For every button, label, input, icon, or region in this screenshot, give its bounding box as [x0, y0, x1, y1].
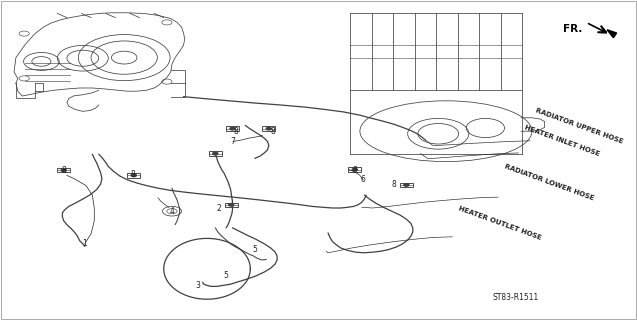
- Text: HEATER OUTLET HOSE: HEATER OUTLET HOSE: [457, 205, 542, 241]
- Text: 5: 5: [252, 245, 257, 254]
- Text: 8: 8: [270, 127, 275, 136]
- Text: ST83-R1511: ST83-R1511: [493, 293, 539, 302]
- Polygon shape: [607, 30, 617, 38]
- Bar: [57, 168, 70, 172]
- Text: 8: 8: [130, 170, 135, 179]
- Bar: [127, 173, 140, 178]
- Circle shape: [352, 168, 357, 171]
- Bar: [400, 183, 413, 187]
- Bar: [209, 151, 222, 156]
- Text: 7: 7: [231, 137, 236, 146]
- Circle shape: [404, 184, 409, 186]
- Circle shape: [230, 127, 235, 130]
- Text: 1: 1: [82, 239, 87, 248]
- Text: 6: 6: [361, 175, 366, 184]
- Text: RADIATOR UPPER HOSE: RADIATOR UPPER HOSE: [535, 107, 624, 145]
- Text: HEATER INLET HOSE: HEATER INLET HOSE: [524, 124, 600, 157]
- Text: 8: 8: [233, 127, 238, 136]
- Bar: [225, 203, 238, 207]
- Text: RADIATOR LOWER HOSE: RADIATOR LOWER HOSE: [503, 163, 594, 201]
- Circle shape: [229, 204, 234, 206]
- Circle shape: [61, 169, 66, 172]
- Text: 5: 5: [224, 271, 229, 280]
- Bar: [226, 126, 239, 131]
- Text: FR.: FR.: [564, 24, 583, 34]
- Bar: [348, 167, 361, 172]
- Text: 2: 2: [216, 204, 221, 213]
- Text: 8: 8: [391, 180, 396, 189]
- Bar: [262, 126, 275, 131]
- Text: 8: 8: [352, 166, 357, 175]
- Text: 8: 8: [61, 166, 66, 175]
- Circle shape: [213, 152, 218, 155]
- Circle shape: [131, 174, 136, 177]
- Text: 3: 3: [195, 281, 200, 290]
- Text: 4: 4: [169, 207, 175, 216]
- Circle shape: [266, 127, 271, 130]
